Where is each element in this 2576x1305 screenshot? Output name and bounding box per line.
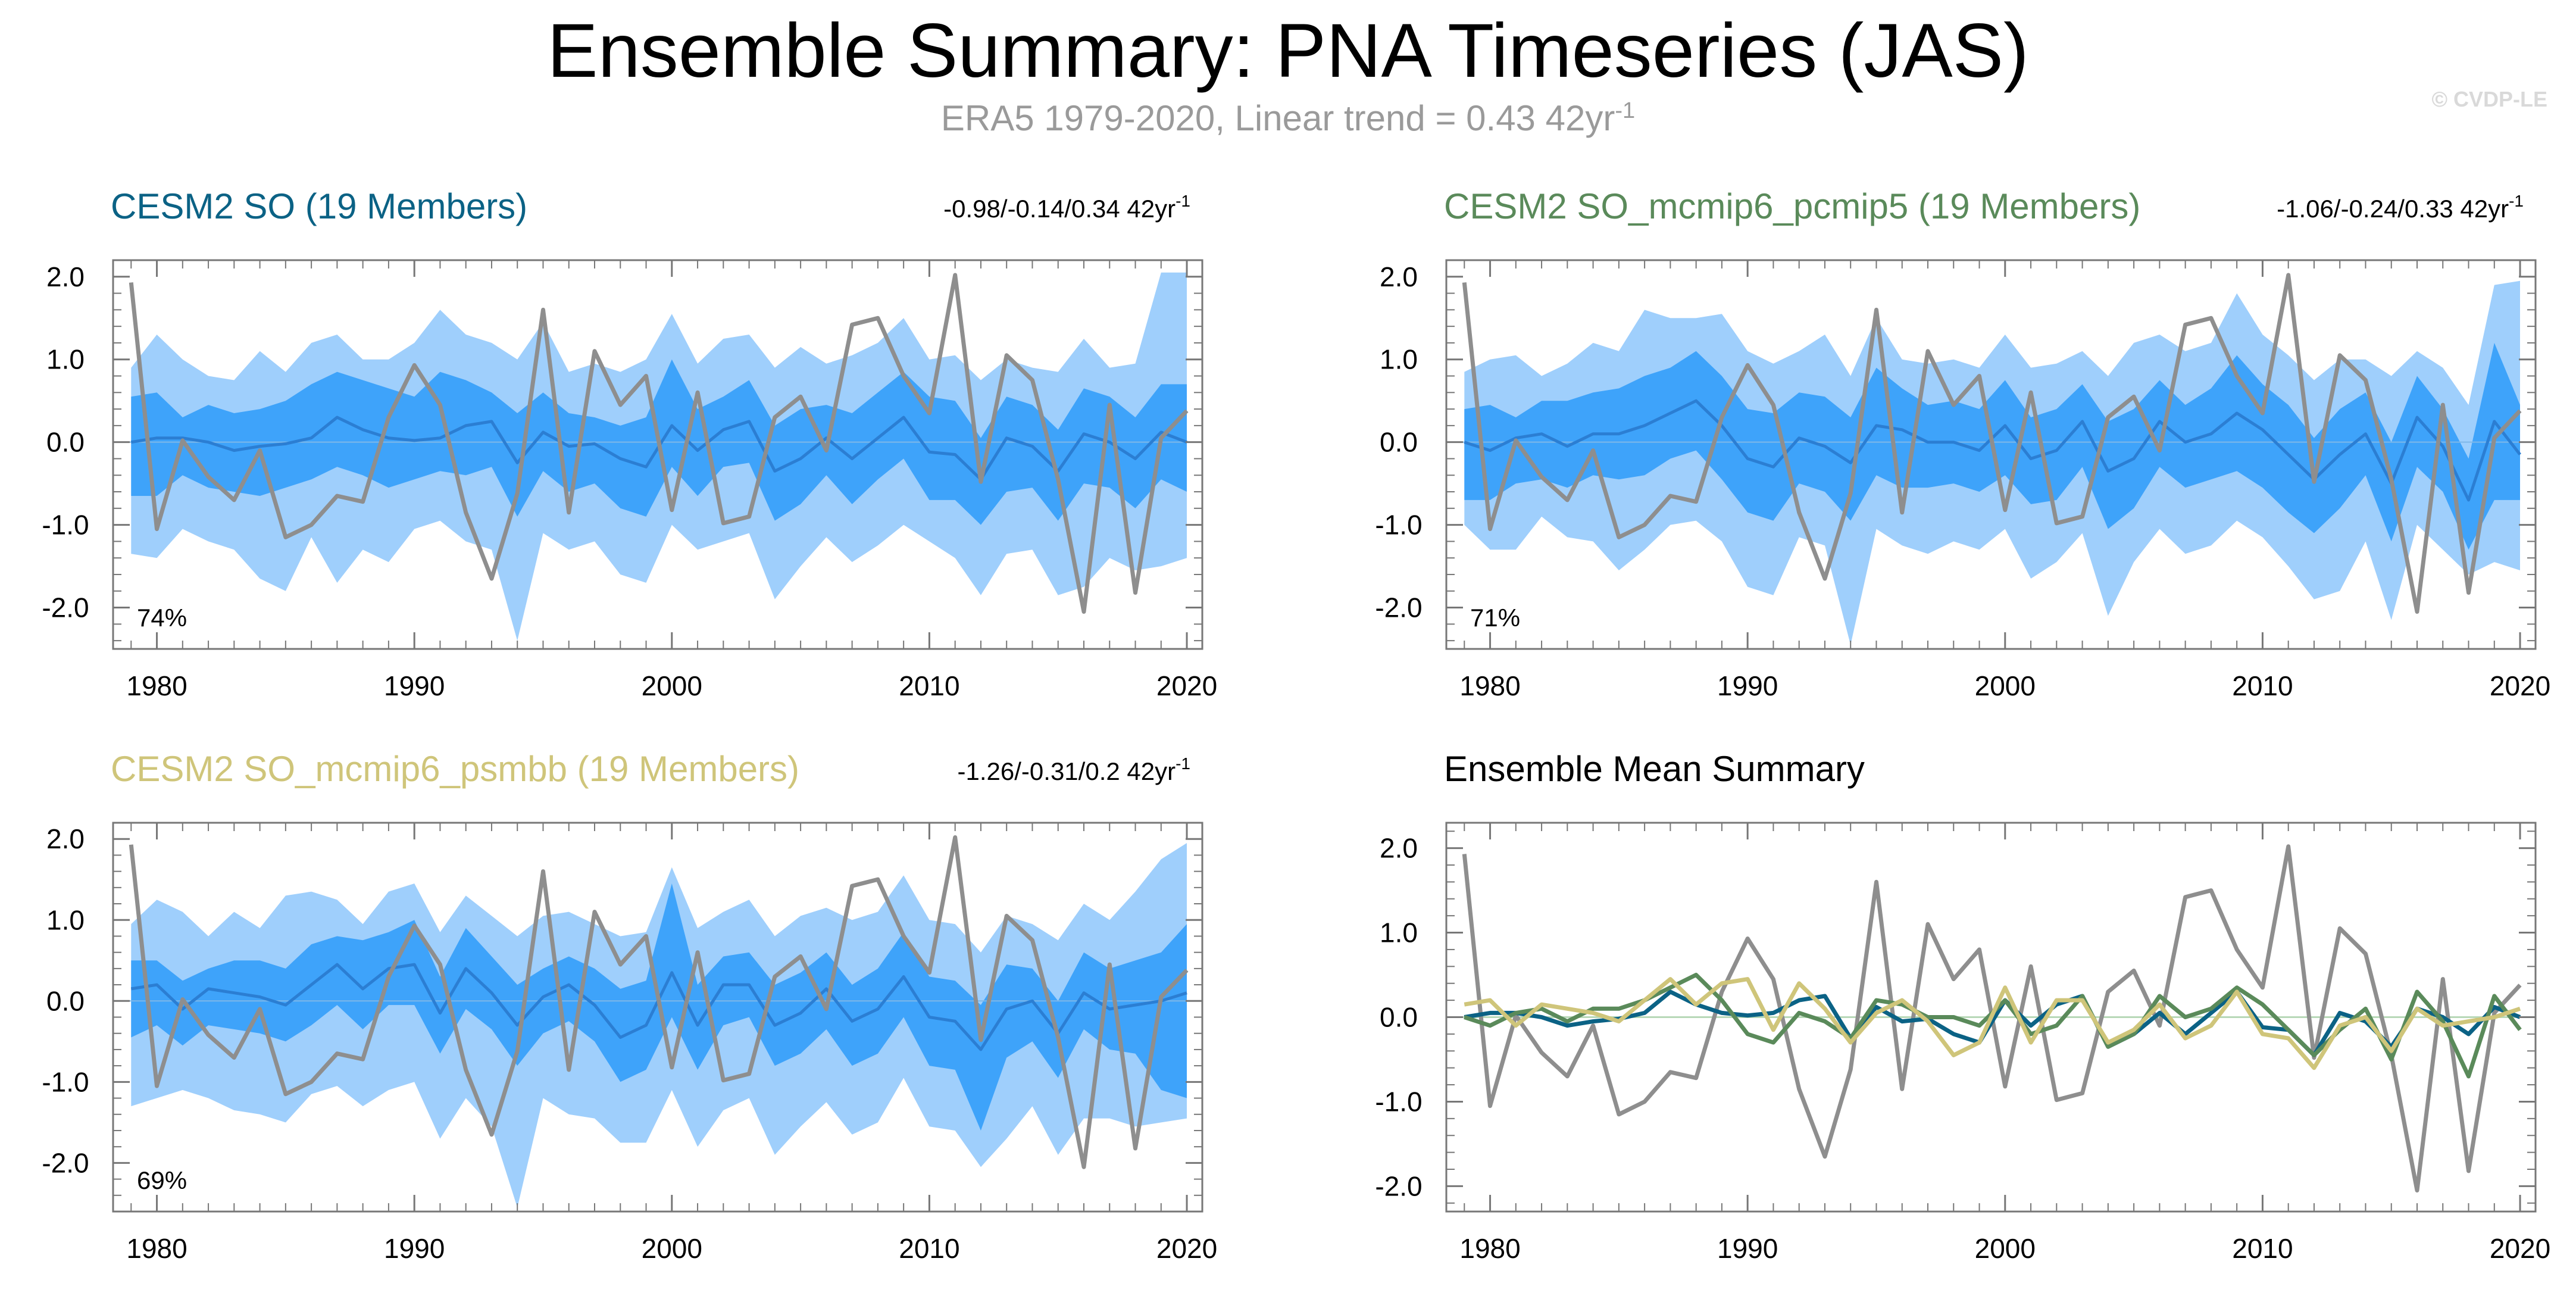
subtitle-text: ERA5 1979-2020, Linear trend = 0.43 42yr [940, 98, 1615, 138]
x-tick-label: 2000 [1975, 670, 2036, 701]
x-tick-label: 2010 [2232, 670, 2293, 701]
y-tick-label: 1.0 [46, 344, 85, 375]
plot-frame [1445, 259, 2537, 650]
y-tick-label: -2.0 [1375, 1170, 1422, 1201]
x-tick-label: 1990 [384, 1233, 445, 1264]
cvdp-watermark: © CVDP-LE [2431, 87, 2547, 111]
y-tick-label: -1.0 [1375, 510, 1422, 541]
x-tick-label: 1980 [1459, 670, 1520, 701]
trend-label: -1.26/-0.31/0.2 42yr-1 [958, 754, 1190, 785]
x-tick-label: 2000 [1975, 1233, 2036, 1264]
y-tick-label: -2.0 [42, 592, 89, 623]
x-tick-label: 2020 [1156, 670, 1217, 701]
y-tick-label: 1.0 [46, 904, 85, 935]
y-tick-label: -1.0 [42, 1066, 89, 1097]
panel-title: CESM2 SO_mcmip6_pcmip5 (19 Members) [1444, 186, 2140, 226]
percent-label: 74% [137, 604, 187, 632]
trend-exponent: -1 [1176, 754, 1190, 773]
trend-label: -1.06/-0.24/0.33 42yr-1 [2277, 192, 2524, 223]
percent-label: 71% [1470, 604, 1520, 632]
x-tick-label: 1980 [126, 670, 187, 701]
y-tick-label: -1.0 [1375, 1086, 1422, 1117]
trend-value: -0.98/-0.14/0.34 42yr [943, 195, 1176, 223]
x-tick-label: 2010 [899, 670, 959, 701]
panel-3: CESM2 SO_mcmip6_psmbb (19 Members) -1.26/… [42, 749, 1217, 1264]
panel-4: Ensemble Mean Summary 2.0 1.0 0.0 -1.0 -2.0 19… [1375, 749, 2550, 1264]
y-tick-label: 1.0 [1380, 344, 1418, 375]
y-tick-label: 2.0 [1380, 261, 1418, 292]
subtitle-exponent: -1 [1615, 98, 1636, 123]
x-tick-label: 2020 [2490, 670, 2550, 701]
y-tick-label: -1.0 [42, 510, 89, 541]
x-tick-label: 2000 [642, 1233, 702, 1264]
y-tick-label: -2.0 [42, 1147, 89, 1178]
panel-title: CESM2 SO_mcmip6_psmbb (19 Members) [111, 749, 799, 789]
x-tick-label: 2000 [642, 670, 702, 701]
observations-line [1462, 273, 2522, 614]
figure-subtitle: ERA5 1979-2020, Linear trend = 0.43 42yr… [0, 98, 2576, 139]
x-tick-label: 1980 [126, 1233, 187, 1264]
figure-title: Ensemble Summary: PNA Timeseries (JAS) [547, 8, 2029, 93]
trend-value: -1.26/-0.31/0.2 42yr [958, 757, 1176, 785]
panel-title: Ensemble Mean Summary [1444, 749, 1865, 789]
series-line-cesm2-so-mcmip6-psmbb [1464, 977, 2521, 1070]
x-tick-label: 2020 [1156, 1233, 1217, 1264]
y-tick-label: 0.0 [1380, 1002, 1418, 1033]
percent-label: 69% [137, 1166, 187, 1194]
panel-1: CESM2 SO (19 Members) -0.98/-0.14/0.34 42… [42, 186, 1217, 701]
x-tick-label: 2010 [2232, 1233, 2293, 1264]
y-tick-label: 0.0 [1380, 427, 1418, 458]
panel-title: CESM2 SO (19 Members) [111, 186, 527, 226]
x-tick-label: 1990 [384, 670, 445, 701]
y-tick-label: -2.0 [1375, 592, 1422, 623]
observations-line [129, 273, 1189, 614]
trend-label: -0.98/-0.14/0.34 42yr-1 [943, 192, 1190, 223]
x-tick-label: 1990 [1717, 1233, 1778, 1264]
trend-value: -1.06/-0.24/0.33 42yr [2277, 195, 2509, 223]
y-tick-label: 0.0 [46, 427, 85, 458]
x-tick-label: 1990 [1717, 670, 1778, 701]
plot-frame [112, 259, 1203, 650]
y-tick-label: 2.0 [46, 261, 85, 292]
y-tick-label: 1.0 [1380, 917, 1418, 948]
y-tick-label: 2.0 [46, 823, 85, 854]
trend-exponent: -1 [2509, 192, 2524, 210]
x-tick-label: 2020 [2490, 1233, 2550, 1264]
x-tick-label: 2010 [899, 1233, 959, 1264]
observations-line [129, 835, 1189, 1169]
trend-exponent: -1 [1176, 192, 1190, 210]
y-tick-label: 0.0 [46, 985, 85, 1016]
y-tick-label: 2.0 [1380, 833, 1418, 864]
panel-2: CESM2 SO_mcmip6_pcmip5 (19 Members) -1.06… [1375, 186, 2550, 701]
series-line-cesm2-so [1464, 989, 2521, 1057]
x-tick-label: 1980 [1459, 1233, 1520, 1264]
